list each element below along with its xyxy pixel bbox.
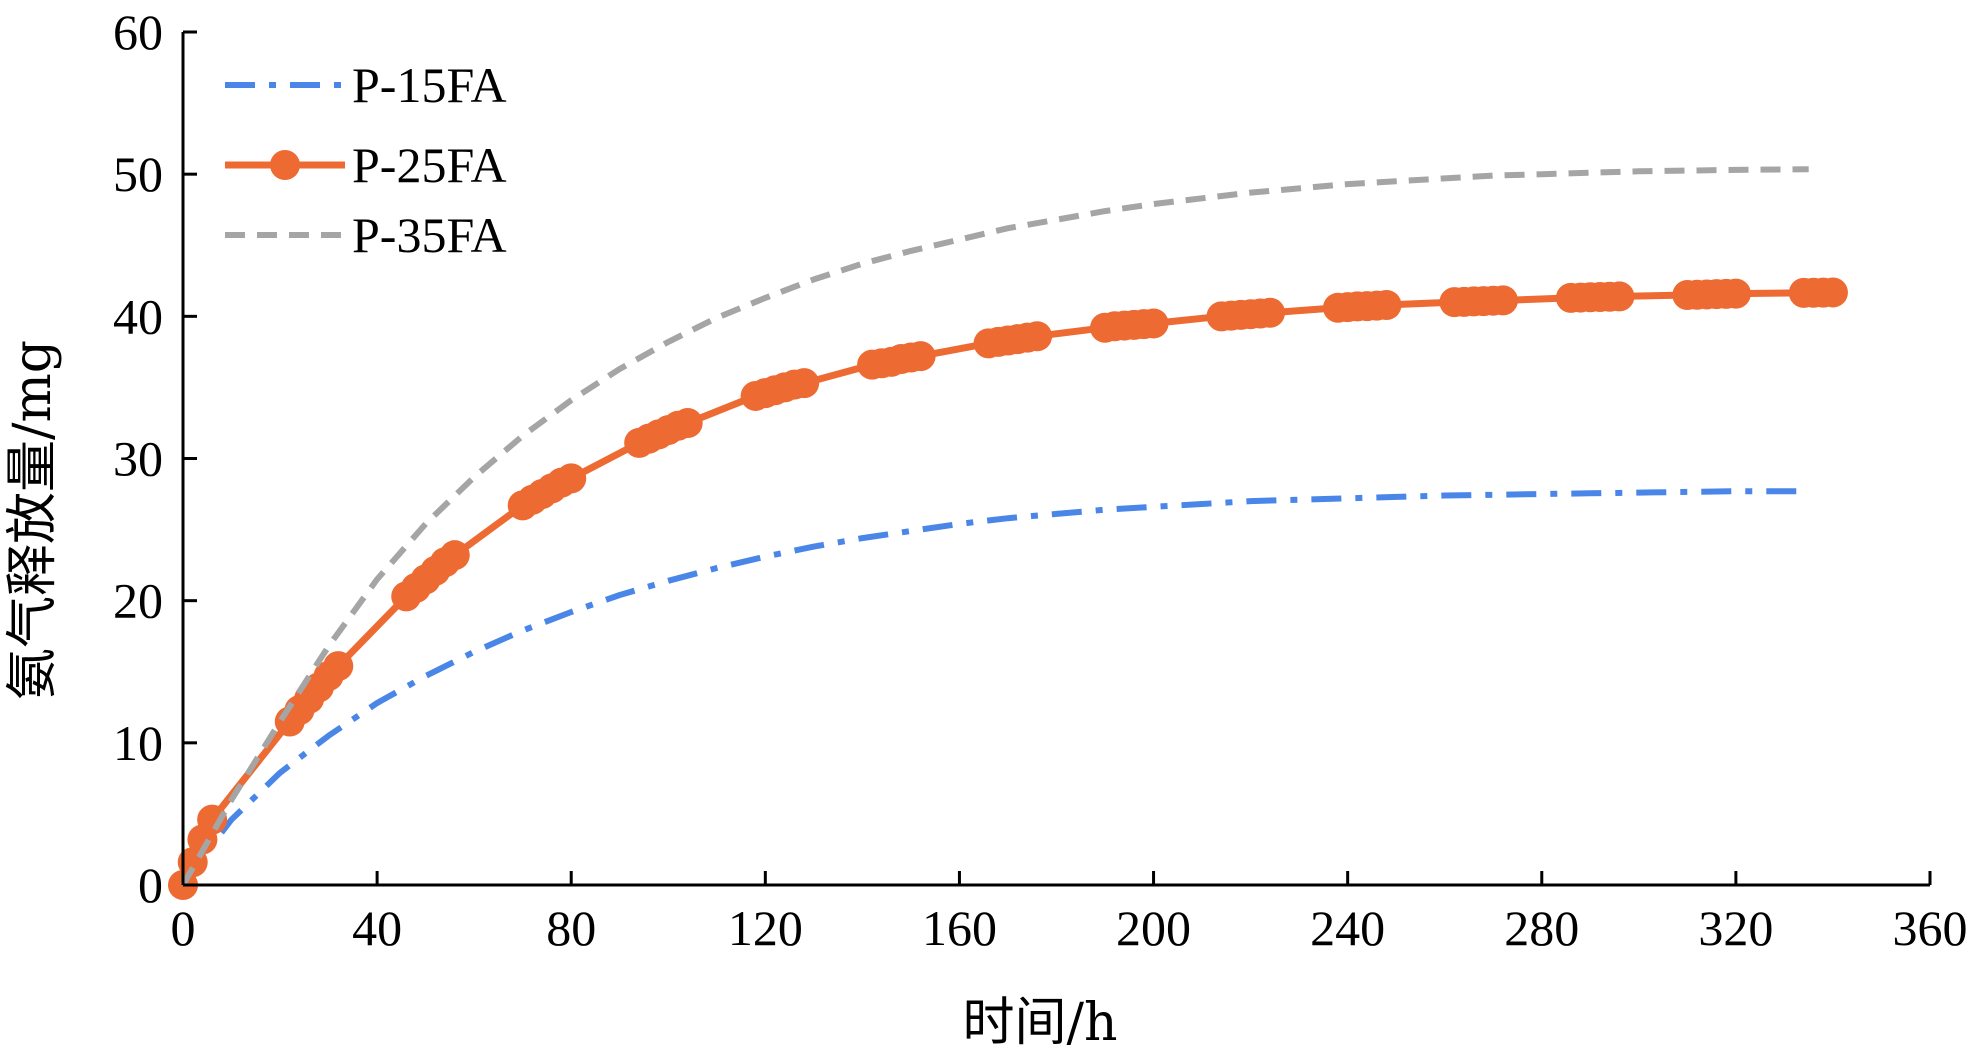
data-point-p-25fa <box>672 407 703 438</box>
y-tick-label: 30 <box>113 431 163 487</box>
legend-marker-p-25fa <box>270 150 300 180</box>
data-point-p-25fa <box>556 463 587 494</box>
y-tick-label: 20 <box>113 573 163 629</box>
data-point-p-25fa <box>905 341 936 372</box>
x-tick-label: 280 <box>1504 900 1579 956</box>
data-point-p-25fa <box>1720 278 1751 309</box>
x-tick-label: 120 <box>728 900 803 956</box>
x-tick-label: 40 <box>352 900 402 956</box>
x-tick-label: 80 <box>546 900 596 956</box>
data-point-p-25fa <box>789 368 820 399</box>
x-tick-label: 0 <box>171 900 196 956</box>
x-tick-label: 320 <box>1698 900 1773 956</box>
legend-label-p-15fa: P-15FA <box>352 57 507 113</box>
series-line-p-35fa <box>180 166 1809 887</box>
series-line-p-15fa <box>180 488 1809 887</box>
plot-area <box>168 166 1848 900</box>
y-tick-label: 0 <box>138 857 163 913</box>
data-point-p-25fa <box>323 651 354 682</box>
data-point-p-25fa <box>1817 277 1848 308</box>
data-point-p-25fa <box>1604 281 1635 312</box>
y-axis-title: 氨气释放量/mg <box>3 340 63 700</box>
x-tick-label: 240 <box>1310 900 1385 956</box>
x-tick-label: 160 <box>922 900 997 956</box>
data-point-p-25fa <box>1022 321 1053 352</box>
legend-label-p-35fa: P-35FA <box>352 207 507 263</box>
legend: P-15FA P-25FA P-35FA <box>225 57 507 263</box>
data-point-p-25fa <box>1138 308 1169 339</box>
data-point-p-25fa <box>1487 285 1518 316</box>
legend-label-p-25fa: P-25FA <box>352 137 507 193</box>
data-point-p-25fa <box>1371 289 1402 320</box>
x-axis-title: 时间/h <box>962 993 1117 1053</box>
x-tick-label: 200 <box>1116 900 1191 956</box>
y-tick-label: 50 <box>113 146 163 202</box>
axes: 0 40 80 120 160 200 240 280 320 360 0 10 20 30 40 50 60 <box>113 4 1968 956</box>
y-tick-label: 40 <box>113 288 163 344</box>
data-point-p-25fa <box>1255 297 1286 328</box>
y-tick-label: 60 <box>113 4 163 60</box>
data-point-p-25fa <box>197 804 228 835</box>
data-point-p-25fa <box>439 540 470 571</box>
x-tick-label: 360 <box>1893 900 1968 956</box>
y-tick-label: 10 <box>113 715 163 771</box>
